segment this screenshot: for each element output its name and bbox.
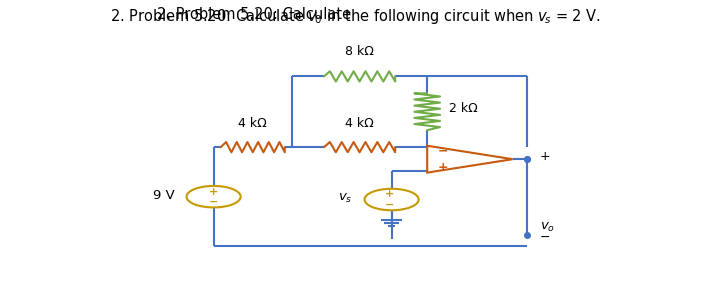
- Text: 8 kΩ: 8 kΩ: [345, 45, 374, 58]
- Text: −: −: [438, 144, 449, 157]
- Text: 4 kΩ: 4 kΩ: [345, 117, 374, 130]
- Text: −: −: [209, 197, 219, 207]
- Text: +: +: [209, 186, 218, 197]
- Text: 4 kΩ: 4 kΩ: [239, 117, 267, 130]
- Text: 2 kΩ: 2 kΩ: [449, 102, 477, 115]
- Text: $v_o$: $v_o$: [540, 221, 555, 234]
- Text: −: −: [384, 200, 394, 210]
- Text: +: +: [438, 161, 449, 174]
- Text: +: +: [540, 150, 550, 163]
- Text: $v_s$: $v_s$: [338, 192, 352, 205]
- Text: 2. Problem 5.20: Calculate $v_{\!0}$ in the following circuit when $v_{\!s}$ = 2: 2. Problem 5.20: Calculate $v_{\!0}$ in …: [110, 7, 602, 26]
- Text: −: −: [540, 231, 550, 244]
- Text: 2. Problem 5.20: Calculate: 2. Problem 5.20: Calculate: [157, 7, 356, 22]
- Text: +: +: [385, 189, 394, 200]
- Text: 9 V: 9 V: [152, 189, 174, 202]
